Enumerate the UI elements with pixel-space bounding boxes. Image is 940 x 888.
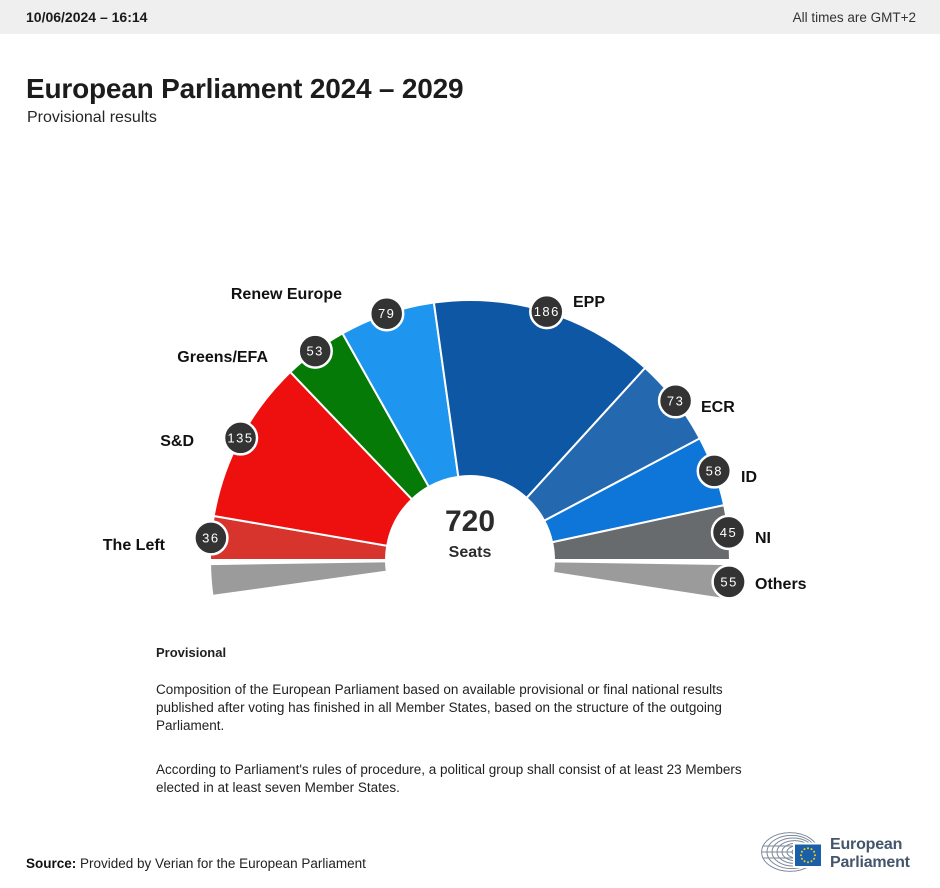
total-seats-unit: Seats: [449, 544, 492, 561]
seat-count-ecr: 73: [667, 393, 684, 408]
seat-count-s-d: 135: [227, 430, 253, 445]
top-bar: 10/06/2024 – 16:14 All times are GMT+2: [0, 0, 940, 34]
seat-badge-s-d: [222, 420, 259, 456]
seat-badge-renew-europe: [368, 295, 405, 332]
eu-star: [800, 850, 803, 853]
group-label-the-left: The Left: [103, 537, 166, 554]
seat-badge-others: [711, 564, 747, 600]
eu-star: [807, 847, 809, 850]
group-label-epp: EPP: [573, 294, 605, 311]
seat-count-epp: 186: [534, 304, 560, 319]
group-label-others: Others: [755, 576, 807, 593]
wedge-epp[interactable]: [432, 299, 647, 500]
seat-badge-greens-efa: [297, 333, 333, 369]
wedge-others-right[interactable]: [551, 560, 731, 601]
european-parliament-logo: European Parliament: [761, 832, 911, 872]
eu-star: [810, 860, 813, 863]
seat-count-renew-europe: 79: [378, 306, 395, 321]
seat-count-the-left: 36: [202, 530, 219, 545]
seat-badge-the-left: [193, 520, 229, 556]
seat-count-ni: 45: [720, 525, 737, 540]
eu-star: [807, 861, 809, 864]
seat-badge-epp: [529, 293, 565, 330]
source-line: Source: Provided by Verian for the Europ…: [26, 856, 366, 871]
eu-star: [800, 854, 802, 857]
group-label-id: ID: [741, 469, 757, 486]
group-label-greens-efa: Greens/EFA: [177, 349, 268, 366]
wedge-s-d[interactable]: [212, 370, 414, 547]
group-label-ecr: ECR: [701, 399, 735, 416]
eu-star: [803, 860, 806, 863]
hemicycle-chart: 36 The Left 135 S&D 53 Greens/EFA 79 Renew Euro…: [103, 286, 807, 601]
description-paragraph-1: Composition of the European Parliament b…: [156, 682, 723, 733]
wedge-others-left[interactable]: [209, 560, 388, 598]
eu-star: [800, 857, 803, 860]
eu-star: [810, 848, 813, 851]
seat-badge-id: [696, 453, 733, 489]
group-label-renew-europe: Renew Europe: [231, 286, 342, 303]
date-time: 10/06/2024 – 16:14: [26, 9, 148, 25]
source-label: Source:: [26, 856, 77, 871]
eu-star: [803, 848, 806, 851]
source-text: Provided by Verian for the European Parl…: [76, 856, 366, 871]
eu-star: [813, 850, 816, 853]
page-title: European Parliament 2024 – 2029: [26, 72, 464, 104]
group-label-ni: NI: [755, 530, 771, 547]
total-seats-value: 720: [445, 505, 495, 538]
group-label-s-d: S&D: [160, 433, 194, 450]
seat-count-others: 55: [720, 574, 737, 589]
eu-stars: [800, 847, 816, 864]
page-subtitle: Provisional results: [27, 109, 157, 126]
logo-text-line2: Parliament: [830, 854, 911, 871]
globe-icon: [761, 832, 823, 872]
seat-badge-ecr: [657, 383, 694, 419]
eu-star: [813, 857, 816, 860]
seat-count-id: 58: [706, 463, 723, 478]
eu-star: [814, 854, 816, 857]
description-paragraph-2: According to Parliament's rules of proce…: [156, 762, 742, 795]
logo-text-line1: European: [830, 836, 902, 853]
description-block: Provisional Composition of the European …: [156, 645, 816, 797]
seat-badge-ni: [710, 514, 747, 551]
seat-count-greens-efa: 53: [306, 344, 323, 359]
timezone-note: All times are GMT+2: [792, 9, 916, 25]
eu-flag: [793, 842, 823, 868]
description-heading: Provisional: [156, 645, 227, 660]
